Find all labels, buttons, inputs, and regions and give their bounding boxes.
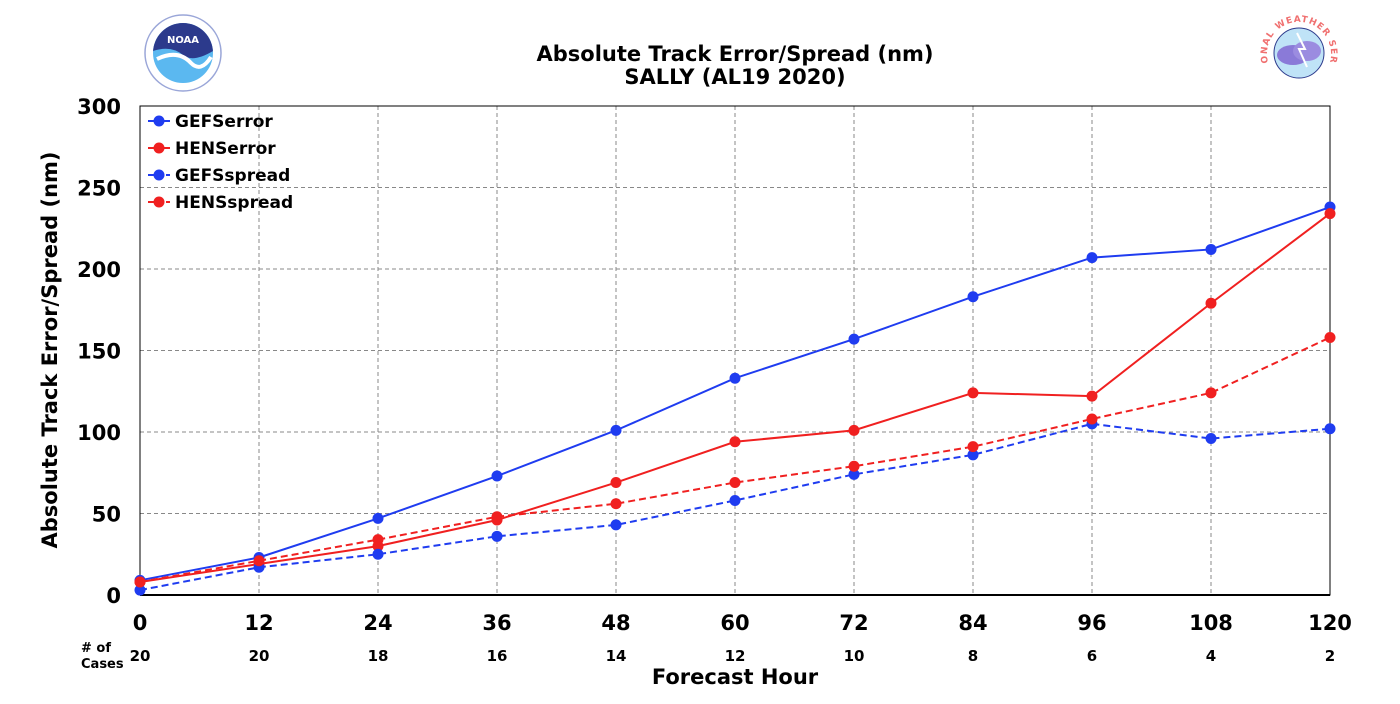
legend-label: HENSerror: [175, 139, 276, 159]
chart-subtitle: SALLY (AL19 2020): [624, 65, 845, 89]
series-line: [139, 422, 1331, 592]
cases-label: # of Cases: [81, 641, 124, 672]
data-point: [967, 449, 979, 461]
data-point: [1324, 331, 1336, 343]
y-tick-label: 50: [92, 503, 121, 527]
data-point: [729, 372, 741, 384]
data-point: [491, 530, 503, 542]
case-count: 2: [1325, 647, 1335, 665]
x-tick-label: 120: [1308, 611, 1352, 635]
chart-title: Absolute Track Error/Spread (nm): [536, 42, 933, 66]
legend-marker: [153, 142, 165, 154]
data-point: [1324, 423, 1336, 435]
data-point: [1205, 297, 1217, 309]
data-point: [1205, 387, 1217, 399]
case-count: 6: [1087, 647, 1097, 665]
data-point: [729, 477, 741, 489]
data-point: [729, 436, 741, 448]
case-count: 8: [968, 647, 978, 665]
x-tick-label: 84: [958, 611, 987, 635]
case-count: 16: [487, 647, 508, 665]
data-point: [1205, 243, 1217, 255]
x-tick-label: 24: [363, 611, 392, 635]
data-point: [729, 494, 741, 506]
x-tick-label: 0: [133, 611, 148, 635]
legend-marker: [153, 169, 165, 181]
case-count: 20: [249, 647, 270, 665]
legend-marker: [153, 196, 165, 208]
series-GEFSspread: [134, 418, 1336, 596]
nws-logo: NATIONAL WEATHER SERVICE: [1260, 15, 1337, 91]
data-point: [848, 460, 860, 472]
noaa-logo-text: NOAA: [167, 35, 199, 46]
series-HENSspread: [134, 331, 1336, 588]
x-tick-label: 36: [482, 611, 511, 635]
series-HENSerror: [134, 208, 1336, 588]
case-count: 20: [130, 647, 151, 665]
x-tick-label: 12: [244, 611, 273, 635]
legend-label: HENSspread: [175, 193, 293, 213]
data-point: [134, 584, 146, 596]
x-tick-label: 72: [839, 611, 868, 635]
data-point: [372, 512, 384, 524]
data-point: [610, 424, 622, 436]
data-point: [848, 468, 860, 480]
data-point: [610, 519, 622, 531]
x-tick-label: 96: [1077, 611, 1106, 635]
x-axis-label: Forecast Hour: [652, 665, 819, 689]
y-tick-label: 100: [77, 421, 121, 445]
axes: 0201220241836164814601272108489661084120…: [77, 95, 1352, 665]
legend-item: GEFSspread: [148, 166, 290, 186]
data-point: [253, 555, 265, 567]
case-count: 10: [844, 647, 865, 665]
case-count: 14: [606, 647, 627, 665]
data-point: [848, 333, 860, 345]
legend-item: GEFSerror: [148, 112, 273, 132]
cases-label-line: Cases: [81, 657, 124, 672]
data-point: [967, 291, 979, 303]
y-tick-label: 0: [106, 584, 121, 608]
data-point: [491, 511, 503, 523]
case-count: 18: [368, 647, 389, 665]
y-axis-label: Absolute Track Error/Spread (nm): [38, 151, 62, 548]
series-line: [139, 336, 1331, 583]
data-point: [1086, 413, 1098, 425]
case-count: 4: [1206, 647, 1216, 665]
data-point: [372, 534, 384, 546]
legend-label: GEFSerror: [175, 112, 273, 132]
data-point: [1086, 390, 1098, 402]
data-point: [1205, 433, 1217, 445]
y-tick-label: 250: [77, 177, 121, 201]
data-point: [491, 470, 503, 482]
series-layer: [134, 201, 1336, 596]
series-GEFSerror: [134, 201, 1336, 586]
data-point: [610, 477, 622, 489]
y-tick-label: 200: [77, 258, 121, 282]
data-point: [967, 441, 979, 453]
data-point: [134, 576, 146, 588]
y-tick-label: 300: [77, 95, 121, 119]
x-tick-label: 108: [1189, 611, 1233, 635]
data-point: [1086, 252, 1098, 264]
legend-item: HENSerror: [148, 139, 276, 159]
y-tick-label: 150: [77, 340, 121, 364]
case-count: 12: [725, 647, 746, 665]
legend: GEFSerror HENSerror GEFSspread HENSspread: [148, 112, 293, 213]
data-point: [967, 387, 979, 399]
legend-label: GEFSspread: [175, 166, 290, 186]
x-tick-label: 60: [720, 611, 749, 635]
legend-item: HENSspread: [148, 193, 293, 213]
data-point: [372, 548, 384, 560]
data-point: [848, 424, 860, 436]
x-tick-label: 48: [601, 611, 630, 635]
cases-label-line: # of: [81, 641, 111, 656]
legend-marker: [153, 115, 165, 127]
noaa-logo: NOAA: [144, 14, 222, 92]
data-point: [610, 498, 622, 510]
data-point: [1324, 208, 1336, 220]
